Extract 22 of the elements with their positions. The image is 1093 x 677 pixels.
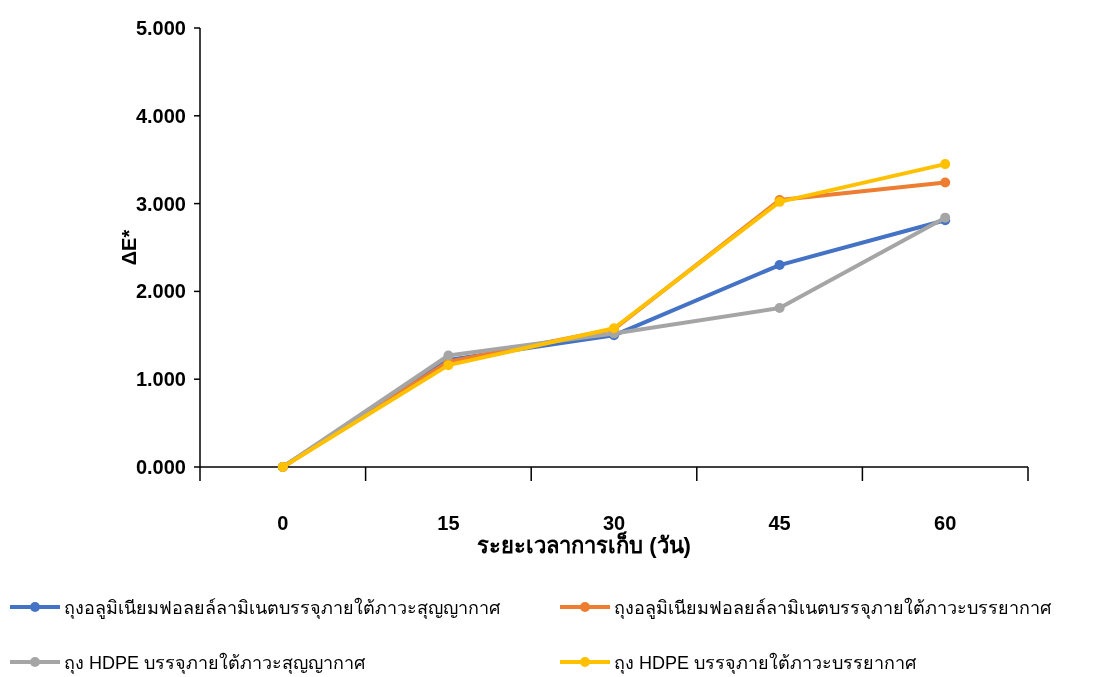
point [443,360,454,371]
x-tick-label: 15 [437,512,460,534]
point [443,350,454,361]
y-tick-label: 3.000 [135,192,186,215]
legend-label: ถุงอลูมิเนียมฟอลยล์ลามิเนตบรรจุภายใต้ภาวะสุญญากาศ [64,597,501,619]
x-tick-label: 45 [768,512,791,534]
point [774,303,785,314]
legend-label: ถุงอลูมิเนียมฟอลยล์ลามิเนตบรรจุภายใต้ภาวะบรรยากาศ [614,597,1052,619]
y-tick-label: 4.000 [135,104,186,127]
y-tick-label: 5.000 [135,17,186,39]
x-tick-label: 0 [277,512,289,534]
y-tick-label: 2.000 [135,280,186,303]
point [774,260,785,271]
point [940,177,951,188]
legend-label: ถุง HDPE บรรจุภายใต้ภาวะสุญญากาศ [64,652,367,674]
y-tick-label: 0.000 [135,456,186,478]
legend-label: ถุง HDPE บรรจุภายใต้ภาวะบรรยากาศ [614,652,918,674]
x-axis-title: ระยะเวลาการเก็บ (วัน) [477,531,691,558]
y-axis-title: ΔE* [118,229,140,266]
point [940,159,951,170]
y-tick-label: 1.000 [135,368,186,391]
x-tick-label: 60 [934,512,957,534]
